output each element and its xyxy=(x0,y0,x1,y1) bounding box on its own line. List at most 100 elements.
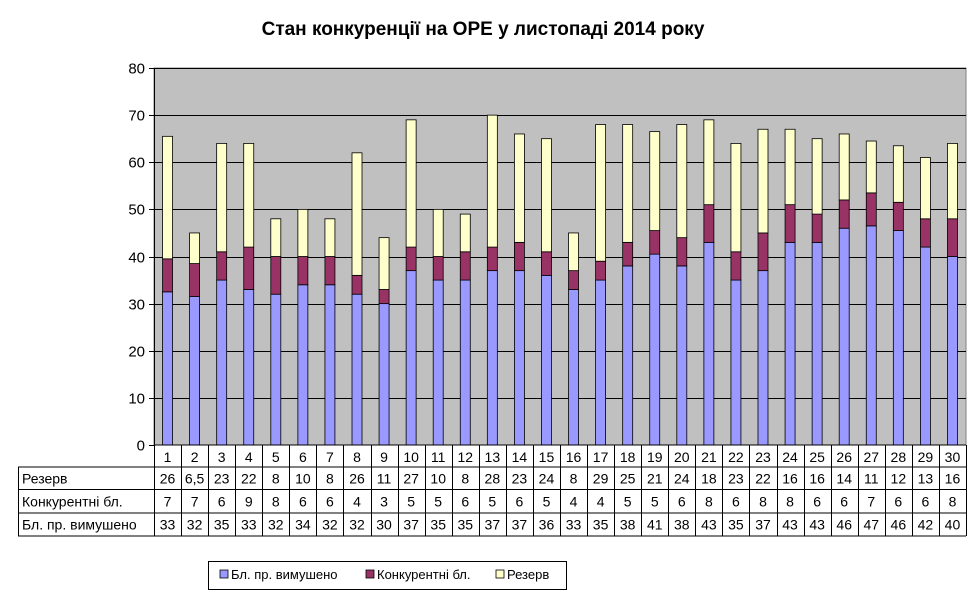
bar-segment-competitive xyxy=(189,263,201,297)
bar-segment-reserve xyxy=(270,218,282,257)
data-label: 26 xyxy=(160,470,176,486)
plot-background xyxy=(153,67,967,446)
x-tick-label: 20 xyxy=(674,449,690,465)
data-label: 34 xyxy=(295,517,311,533)
bar-segment-forced xyxy=(622,265,634,446)
x-tick-label: 29 xyxy=(918,449,934,465)
data-label: 46 xyxy=(891,517,907,533)
bar-segment-reserve xyxy=(568,232,579,272)
data-label: 8 xyxy=(949,493,957,509)
bar-segment-reserve xyxy=(514,133,525,243)
data-label: 10 xyxy=(295,470,311,486)
data-label: 26 xyxy=(349,470,365,486)
data-label: 22 xyxy=(241,470,257,486)
chart-title: Стан конкуренції на ОРЕ у листопаді 2014… xyxy=(262,19,705,40)
x-tick-label: 4 xyxy=(245,449,253,465)
x-tick-label: 26 xyxy=(836,449,852,465)
bar-segment-forced xyxy=(405,270,417,446)
bar-segment-competitive xyxy=(811,213,823,243)
data-label: 5 xyxy=(407,493,415,509)
data-label: 6 xyxy=(922,493,930,509)
data-label: 14 xyxy=(836,470,852,486)
y-tick-label: 80 xyxy=(128,61,145,78)
data-label: 7 xyxy=(191,493,199,509)
x-tick-label: 22 xyxy=(728,449,744,465)
data-label: 6,5 xyxy=(185,470,205,486)
data-label: 4 xyxy=(353,493,361,509)
data-label: 7 xyxy=(867,493,875,509)
data-label: 47 xyxy=(863,517,879,533)
y-tick-label: 10 xyxy=(128,391,145,408)
data-label: 7 xyxy=(164,493,172,509)
bar-segment-reserve xyxy=(865,140,877,194)
data-table: 1 2 3 4 5 6 7 8 9 10 11 12 13 14 15 16 17 18 19 20 21 22 23 24 2… xyxy=(18,444,967,537)
x-tick-label: 10 xyxy=(403,449,419,465)
bar-segment-competitive xyxy=(216,251,228,281)
bar-segment-reserve xyxy=(243,142,255,248)
data-label: 5 xyxy=(543,493,551,509)
bar-segment-forced xyxy=(838,227,850,446)
bar-segment-competitive xyxy=(432,256,444,281)
data-label: 35 xyxy=(430,517,446,533)
bar-segment-competitive xyxy=(892,201,904,231)
y-tick-label: 30 xyxy=(128,297,145,314)
bar-segment-reserve xyxy=(595,124,606,262)
x-tick-label: 27 xyxy=(863,449,879,465)
bar-segment-reserve xyxy=(351,152,363,276)
x-tick-label: 21 xyxy=(701,449,717,465)
x-tick-label: 17 xyxy=(593,449,609,465)
legend-box xyxy=(208,561,567,590)
data-label: 33 xyxy=(566,517,582,533)
bar-segment-forced xyxy=(649,253,661,446)
table-row-label: Резерв xyxy=(22,470,67,486)
data-label: 27 xyxy=(403,470,419,486)
bar-segment-forced xyxy=(378,303,390,446)
data-label: 24 xyxy=(674,470,690,486)
data-label: 35 xyxy=(728,517,744,533)
bar-segment-forced xyxy=(297,284,309,446)
data-label: 3 xyxy=(380,493,388,509)
x-tick-label: 23 xyxy=(755,449,771,465)
bar-segment-forced xyxy=(730,279,742,446)
x-tick-label: 12 xyxy=(457,449,473,465)
table-row-label: Конкурентні бл. xyxy=(22,493,123,509)
x-tick-label: 14 xyxy=(512,449,528,465)
bar-segment-forced xyxy=(784,241,796,446)
x-tick-label: 19 xyxy=(647,449,663,465)
bar-segment-forced xyxy=(162,291,173,446)
data-label: 6 xyxy=(840,493,848,509)
data-label: 21 xyxy=(647,470,663,486)
bar-segment-reserve xyxy=(459,213,471,253)
x-tick-label: 8 xyxy=(353,449,361,465)
bar-segment-reserve xyxy=(649,131,661,231)
x-tick-label: 5 xyxy=(272,449,280,465)
bar-segment-competitive xyxy=(162,258,173,293)
bar-segment-competitive xyxy=(595,260,606,281)
data-label: 38 xyxy=(674,517,690,533)
bar-segment-competitive xyxy=(324,256,336,286)
bar-segment-competitive xyxy=(351,274,363,295)
bar-segment-competitive xyxy=(270,256,282,295)
bar-segment-forced xyxy=(432,279,444,446)
data-label: 36 xyxy=(539,517,555,533)
bar-segment-competitive xyxy=(378,289,390,305)
bar-segment-reserve xyxy=(947,142,958,220)
bar-segment-competitive xyxy=(622,241,634,267)
data-label: 22 xyxy=(755,470,771,486)
data-label: 11 xyxy=(864,470,879,486)
bar-segment-forced xyxy=(459,279,471,446)
bar-segment-reserve xyxy=(703,119,715,206)
bar-segment-competitive xyxy=(541,251,552,276)
data-label: 23 xyxy=(214,470,230,486)
x-tick-label: 18 xyxy=(620,449,636,465)
bar-segment-reserve xyxy=(216,142,228,253)
data-label: 6 xyxy=(516,493,524,509)
data-label: 37 xyxy=(485,517,501,533)
data-label: 6 xyxy=(894,493,902,509)
x-tick-label: 16 xyxy=(566,449,582,465)
bar-segment-competitive xyxy=(730,251,742,281)
data-label: 33 xyxy=(241,517,257,533)
data-label: 6 xyxy=(326,493,334,509)
data-label: 43 xyxy=(701,517,717,533)
